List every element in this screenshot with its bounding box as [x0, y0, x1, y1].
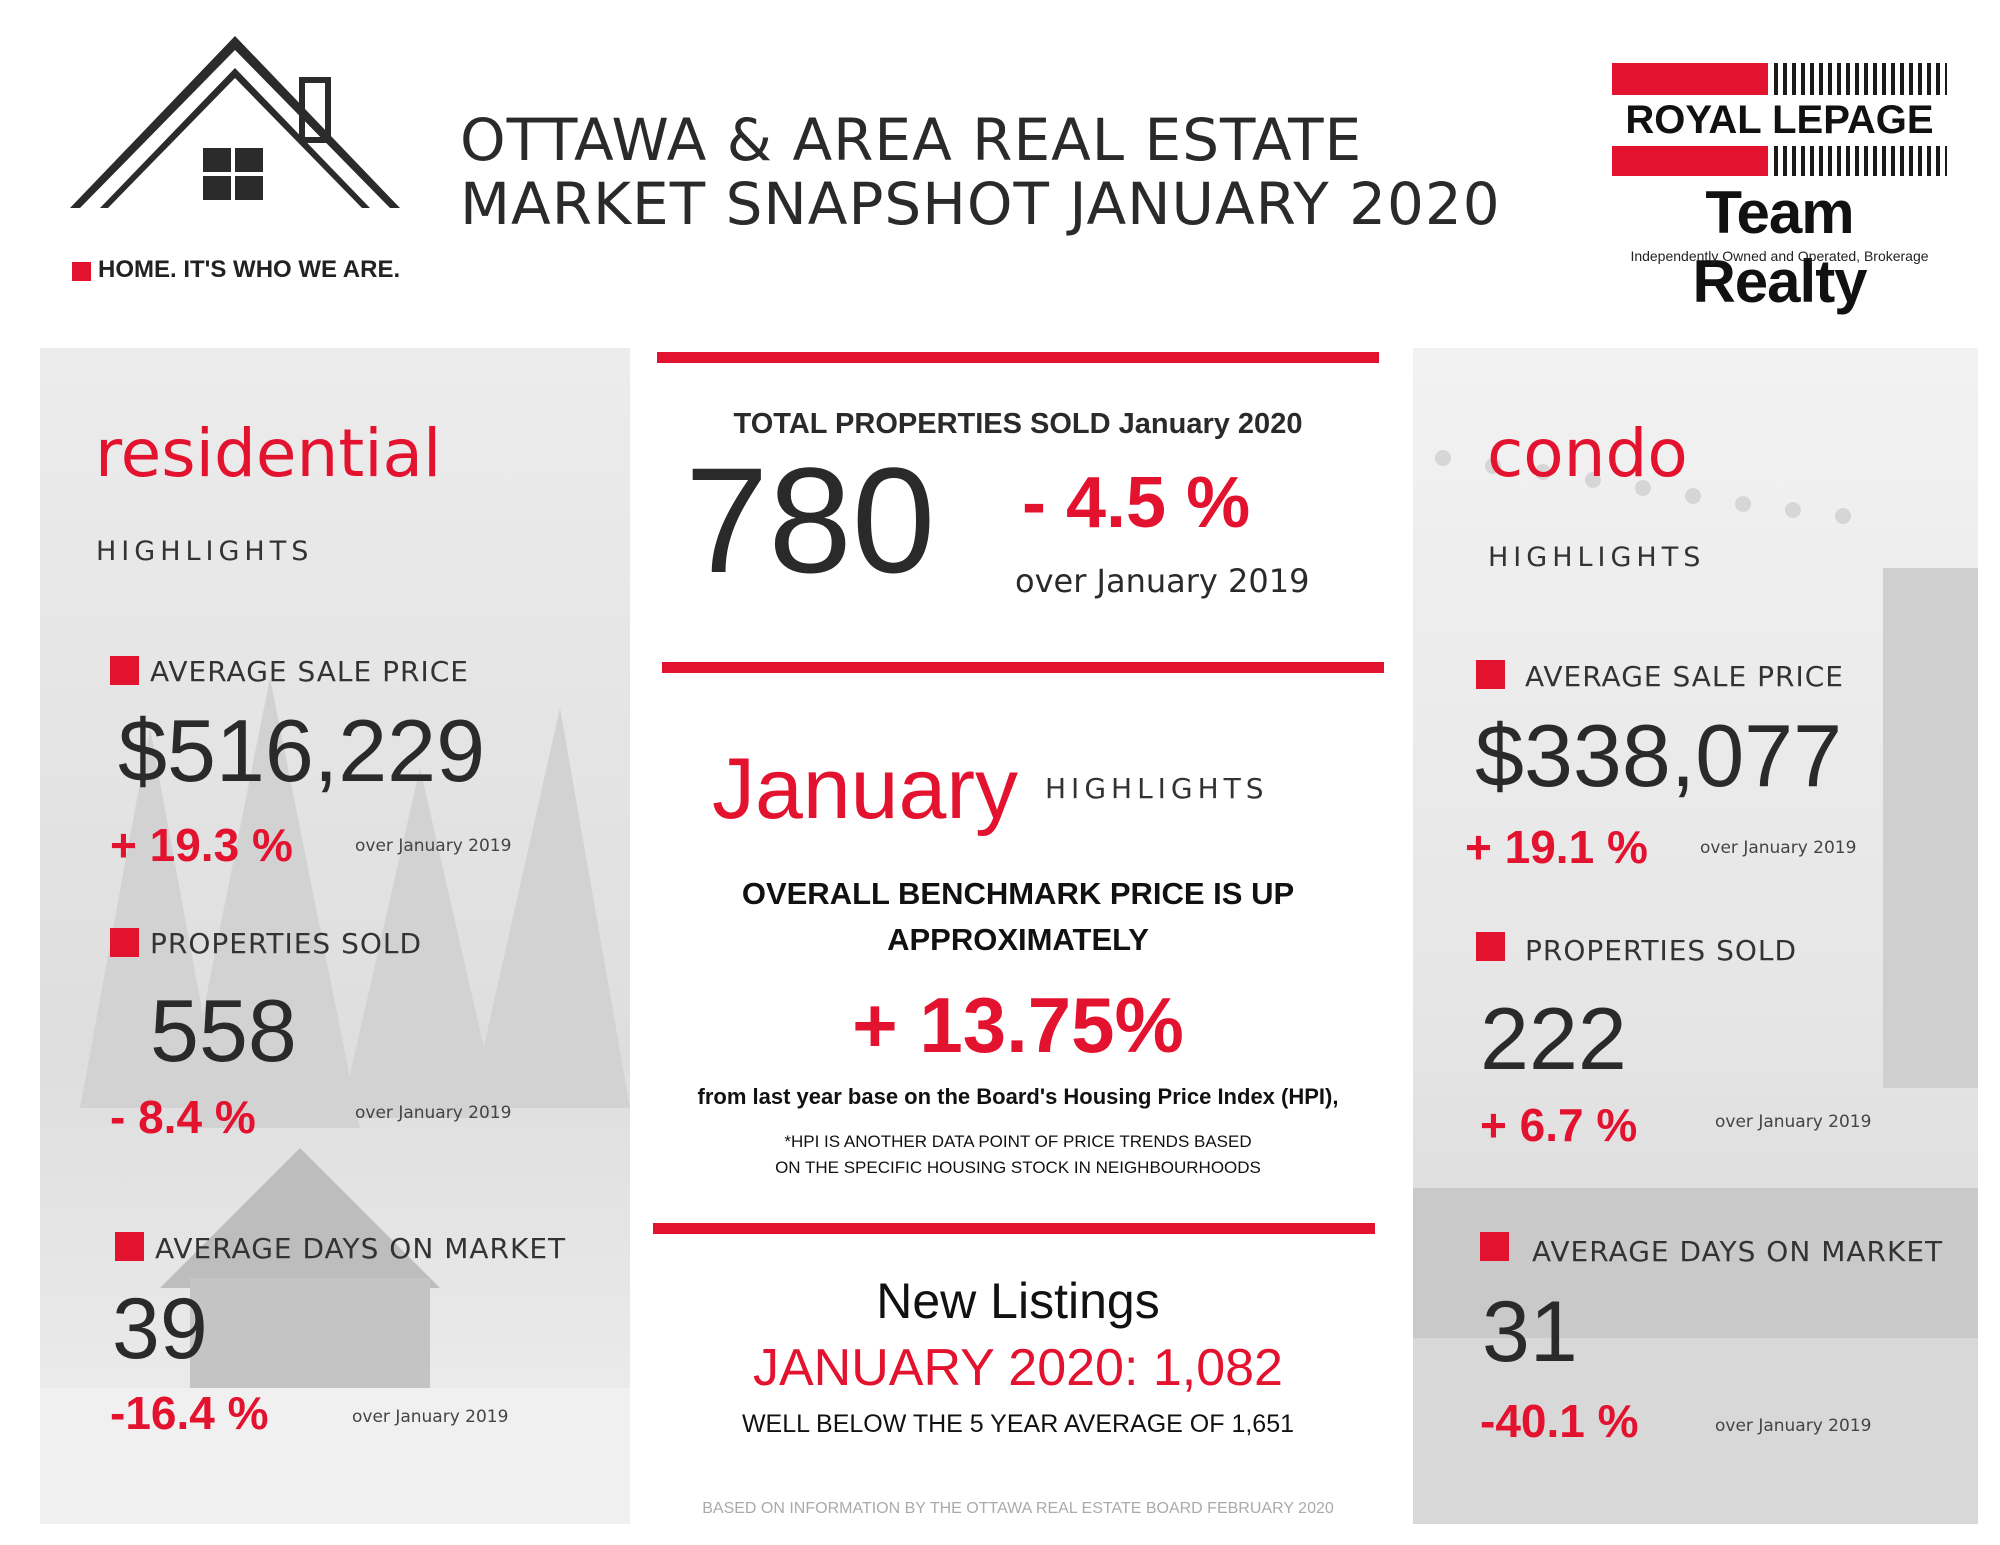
condo-avg-price-change: + 19.1 % — [1465, 821, 1648, 873]
res-sold-over: over January 2019 — [355, 1103, 512, 1123]
brand-line1: ROYAL LEPAGE — [1625, 98, 1934, 142]
condo-avg-price-label: AVERAGE SALE PRICE — [1525, 660, 1844, 693]
page-title-line1: OTTAWA & AREA REAL ESTATE — [460, 106, 1363, 174]
condo-avg-price-over: over January 2019 — [1700, 838, 1857, 858]
condo-dom-over: over January 2019 — [1715, 1416, 1872, 1436]
benchmark-value: + 13.75% — [852, 981, 1184, 1069]
tagline: HOME. IT'S WHO WE ARE. — [98, 256, 401, 283]
total-label: TOTAL PROPERTIES SOLD January 2020 — [733, 408, 1303, 440]
total-value: 780 — [685, 436, 936, 604]
condo-avg-price-square-icon — [1476, 660, 1505, 689]
condo-sold-square-icon — [1476, 932, 1505, 961]
january-title: January — [712, 741, 1018, 837]
living-room-background — [1413, 348, 1978, 1524]
res-sold-square-icon — [110, 928, 139, 957]
divider-top — [657, 352, 1379, 363]
listings-note: WELL BELOW THE 5 YEAR AVERAGE OF 1,651 — [741, 1410, 1295, 1438]
res-avg-price-label: AVERAGE SALE PRICE — [150, 655, 469, 688]
total-change: - 4.5 % — [1022, 463, 1251, 543]
condo-sold-label: PROPERTIES SOLD — [1525, 934, 1798, 967]
snowy-house-background — [40, 348, 630, 1524]
source-footer: BASED ON INFORMATION BY THE OTTAWA REAL … — [702, 1500, 1334, 1517]
condo-sold-over: over January 2019 — [1715, 1112, 1872, 1132]
condo-sold-change: + 6.7 % — [1480, 1099, 1638, 1151]
benchmark-note: from last year base on the Board's Housi… — [697, 1084, 1339, 1109]
res-sold-change: - 8.4 % — [110, 1091, 256, 1143]
res-avg-price-over: over January 2019 — [355, 836, 512, 856]
listings-value: JANUARY 2020: 1,082 — [753, 1339, 1283, 1397]
res-sold-label: PROPERTIES SOLD — [150, 927, 423, 960]
brand-logo: ROYAL LEPAGE Team Realty Independently O… — [1612, 60, 1947, 315]
condo-dom-change: -40.1 % — [1480, 1395, 1639, 1447]
brand-stripes-top — [1774, 63, 1947, 95]
residential-panel — [40, 348, 630, 1524]
res-sold-value: 558 — [150, 981, 297, 1080]
january-subtitle: HIGHLIGHTS — [1045, 772, 1269, 805]
divider-mid — [662, 662, 1384, 673]
condo-dom-label: AVERAGE DAYS ON MARKET — [1532, 1235, 1944, 1268]
total-over: over January 2019 — [1015, 562, 1310, 600]
condo-dom-value: 31 — [1482, 1284, 1578, 1380]
hpi-note-line1: *HPI IS ANOTHER DATA POINT OF PRICE TREN… — [784, 1132, 1252, 1151]
condo-title: condo — [1487, 415, 1688, 492]
condo-sold-value: 222 — [1480, 989, 1627, 1088]
res-avg-price-change: + 19.3 % — [110, 819, 293, 871]
res-avg-price-value: $516,229 — [118, 701, 486, 800]
hpi-note-line2: ON THE SPECIFIC HOUSING STOCK IN NEIGHBO… — [775, 1158, 1261, 1177]
res-dom-square-icon — [115, 1232, 144, 1261]
condo-dom-square-icon — [1480, 1232, 1509, 1261]
residential-subtitle: HIGHLIGHTS — [96, 536, 314, 567]
benchmark-line1: OVERALL BENCHMARK PRICE IS UP — [741, 876, 1295, 911]
res-dom-label: AVERAGE DAYS ON MARKET — [155, 1232, 567, 1265]
page-title-line2: MARKET SNAPSHOT JANUARY 2020 — [460, 170, 1501, 238]
res-dom-value: 39 — [112, 1281, 208, 1377]
tagline-square-icon — [72, 262, 91, 281]
residential-title: residential — [95, 415, 442, 492]
house-logo — [70, 30, 400, 215]
condo-avg-price-value: $338,077 — [1475, 706, 1843, 805]
brand-stripes-mid — [1774, 146, 1947, 176]
divider-bottom — [653, 1223, 1375, 1234]
benchmark-line2: APPROXIMATELY — [887, 922, 1149, 957]
res-avg-price-square-icon — [110, 656, 139, 685]
brand-line2: Team Realty — [1692, 179, 1867, 315]
brand-red-bar-mid — [1612, 146, 1768, 176]
brand-line3: Independently Owned and Operated, Broker… — [1630, 248, 1929, 264]
brand-red-bar-top — [1612, 63, 1768, 95]
res-dom-over: over January 2019 — [352, 1407, 509, 1427]
house-icon — [70, 36, 400, 208]
res-dom-change: -16.4 % — [110, 1387, 269, 1439]
listings-title: New Listings — [876, 1273, 1160, 1329]
condo-panel — [1413, 348, 1978, 1524]
condo-subtitle: HIGHLIGHTS — [1488, 542, 1706, 573]
